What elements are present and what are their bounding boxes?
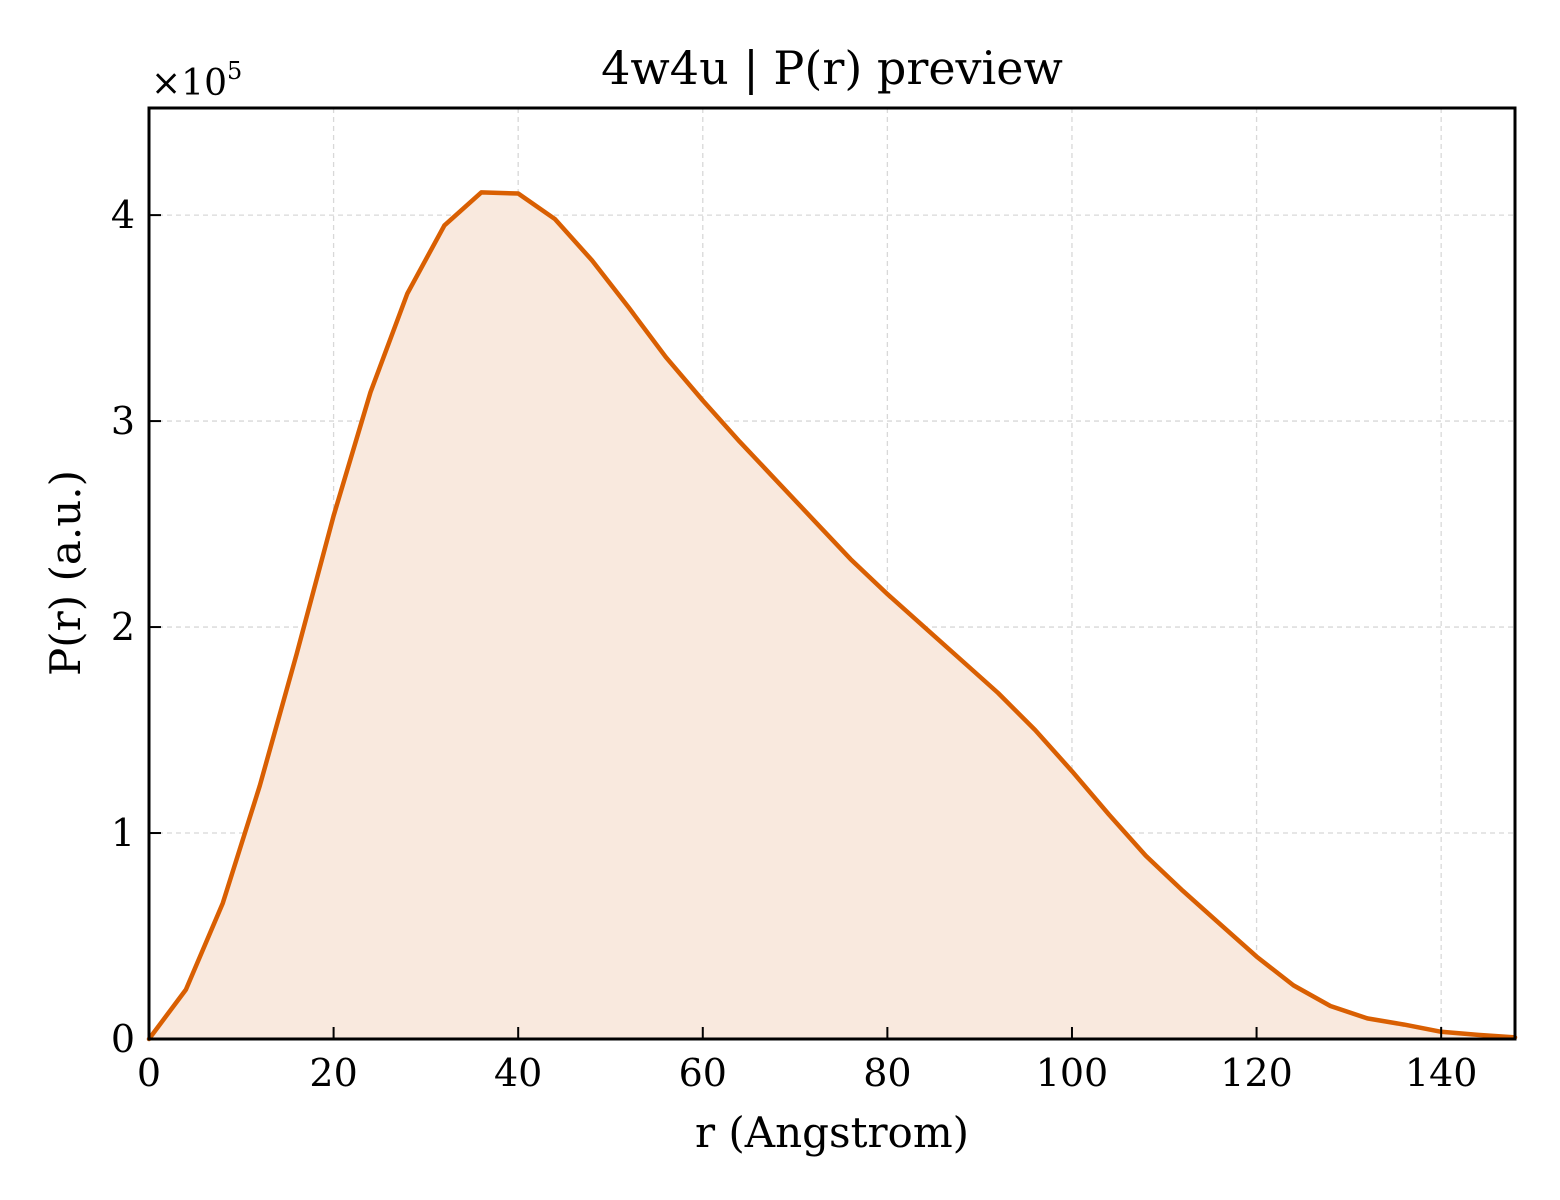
y-tick-label: 4 <box>111 193 135 237</box>
x-tick-label: 60 <box>679 1051 727 1095</box>
y-tick-label: 2 <box>111 605 135 649</box>
y-tick-label: 0 <box>111 1017 135 1061</box>
y-tick-label: 1 <box>111 811 135 855</box>
x-tick-label: 0 <box>137 1051 161 1095</box>
y-offset-exponent: 5 <box>227 57 242 85</box>
x-tick-label: 80 <box>863 1051 911 1095</box>
area-fill <box>149 192 1515 1039</box>
x-tick-label: 40 <box>494 1051 542 1095</box>
y-tick-label: 3 <box>111 399 135 443</box>
y-offset-base: ×10 <box>151 63 227 104</box>
y-axis-label: P(r) (a.u.) <box>41 470 90 676</box>
x-axis-label: r (Angstrom) <box>695 1108 969 1157</box>
plot-frame <box>147 106 1517 1041</box>
x-tick-label: 120 <box>1220 1051 1293 1095</box>
x-tick-label: 140 <box>1405 1051 1478 1095</box>
axis-ticks: 0 20 40 60 80 100 120 140 0 1 2 3 4 <box>111 193 1478 1095</box>
y-offset-label: ×105 <box>151 57 242 104</box>
x-tick-label: 100 <box>1036 1051 1109 1095</box>
x-tick-label: 20 <box>309 1051 357 1095</box>
series-line <box>146 190 1518 1042</box>
chart-title: 4w4u | P(r) preview <box>601 41 1063 95</box>
